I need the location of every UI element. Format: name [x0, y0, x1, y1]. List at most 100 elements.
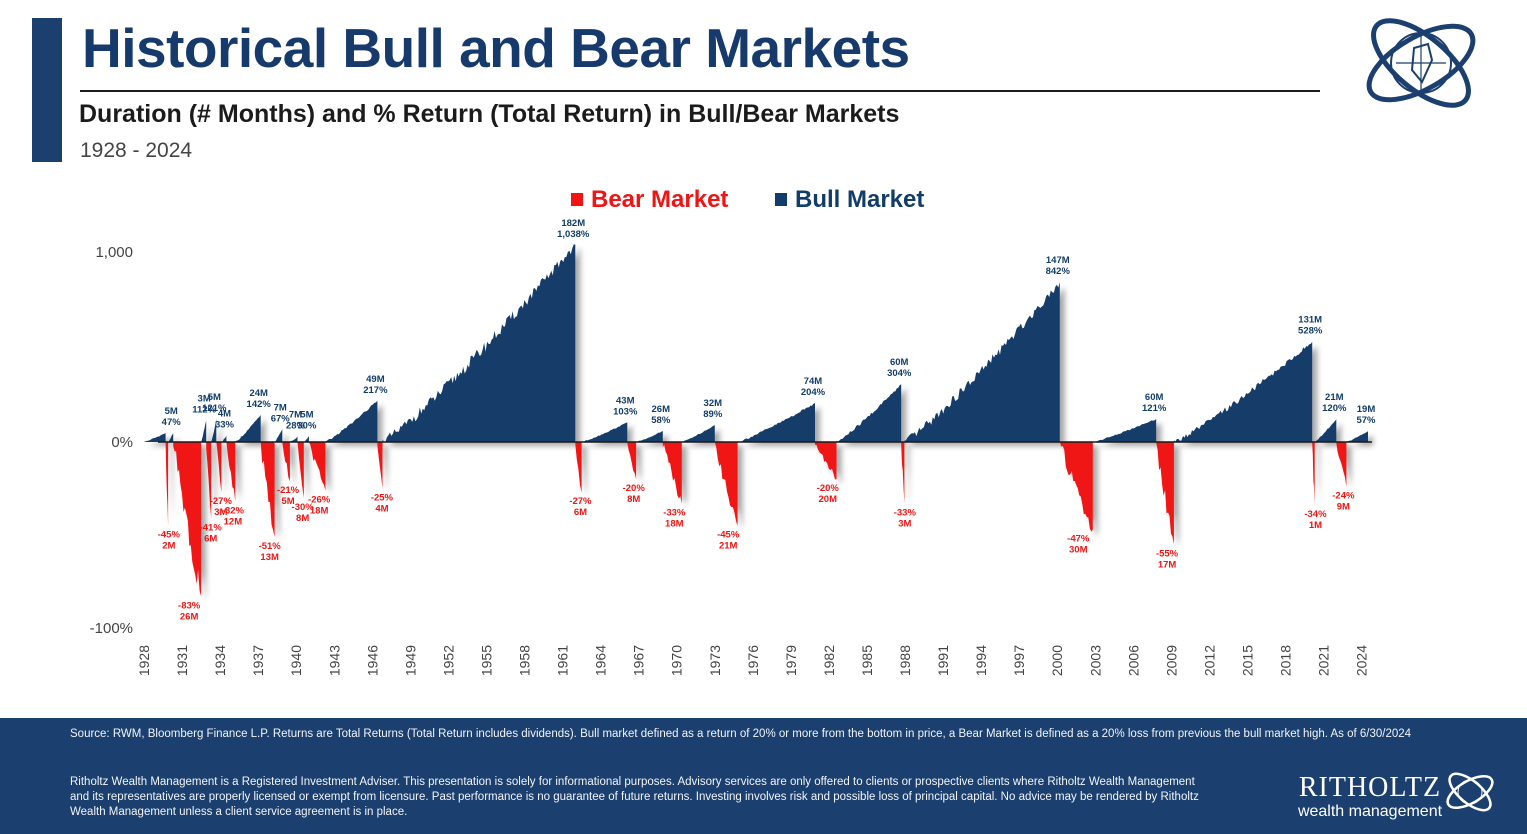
bear-market-area: [173, 442, 202, 597]
bull-market-area: [144, 433, 166, 442]
bear-duration-label: 8M: [296, 513, 309, 524]
x-tick-label: 1937: [250, 645, 266, 676]
date-range: 1928 - 2024: [80, 139, 193, 162]
bull-return-label: 33%: [215, 420, 235, 431]
bear-return-label: -45%: [158, 530, 181, 541]
x-tick-label: 1934: [212, 645, 228, 676]
x-tick-label: 1994: [973, 645, 989, 676]
x-tick-label: 1955: [479, 645, 495, 676]
x-tick-label: 2009: [1163, 645, 1179, 676]
x-tick-label: 1982: [821, 645, 837, 676]
footer: Source: RWM, Bloomberg Finance L.P. Retu…: [0, 718, 1527, 834]
bear-return-label: -32%: [222, 506, 245, 517]
brand-subtitle: wealth management: [1297, 803, 1443, 820]
bull-market-area: [303, 436, 309, 442]
x-tick-label: 1979: [783, 645, 799, 676]
bull-return-label: 142%: [247, 399, 272, 410]
bear-market-area: [297, 442, 304, 498]
y-tick-label: -100%: [90, 620, 133, 637]
x-tick-label: 1964: [593, 645, 609, 676]
x-tick-label: 1946: [364, 645, 380, 676]
title-divider: [80, 90, 1320, 92]
bull-duration-label: 32M: [704, 398, 723, 409]
x-tick-label: 2003: [1087, 645, 1103, 676]
bear-duration-label: 8M: [627, 494, 640, 505]
bull-market-area: [382, 244, 576, 442]
x-tick-label: 1928: [136, 645, 152, 676]
x-tick-label: 2012: [1202, 645, 1218, 676]
bear-duration-label: 2M: [162, 541, 175, 552]
bull-market-area: [168, 433, 174, 442]
bull-market-area: [636, 431, 663, 442]
bull-market-area: [211, 419, 217, 442]
bull-duration-label: 5M: [300, 409, 313, 420]
bull-duration-label: 7M: [274, 402, 287, 413]
bear-duration-label: 5M: [281, 496, 294, 507]
brand-globe-icon: [1446, 772, 1494, 812]
bear-return-label: -25%: [371, 493, 394, 504]
bull-duration-label: 60M: [1145, 392, 1164, 403]
bear-duration-label: 3M: [214, 507, 227, 518]
bear-return-label: -45%: [717, 530, 740, 541]
bear-market-area: [1059, 442, 1093, 532]
bull-return-label: 30%: [297, 420, 317, 431]
bear-return-label: -33%: [663, 507, 686, 518]
bear-market-area: [226, 442, 236, 502]
bull-return-label: 1,038%: [557, 229, 590, 240]
bull-market-area: [904, 282, 1060, 442]
bear-market-area: [308, 442, 326, 491]
bear-return-label: -24%: [1332, 491, 1355, 502]
bull-return-label: 842%: [1046, 266, 1071, 277]
bull-market-area: [289, 436, 298, 442]
bull-return-label: 57%: [1356, 415, 1376, 426]
x-tick-label: 1949: [402, 645, 418, 676]
bear-return-label: -41%: [200, 522, 223, 533]
bear-return-label: -51%: [259, 541, 282, 552]
bear-return-label: -83%: [178, 600, 201, 611]
bear-market-area: [282, 442, 290, 482]
y-axis: 1,000 0% -100%: [90, 244, 133, 637]
bear-return-label: -27%: [569, 496, 592, 507]
y-tick-label: 0%: [111, 434, 133, 451]
bear-duration-label: 3M: [898, 518, 911, 529]
bear-market-area: [575, 442, 582, 493]
legend-swatch-bear: [571, 193, 583, 206]
bull-duration-label: 131M: [1298, 315, 1322, 326]
bear-market-area: [1336, 442, 1347, 487]
bear-duration-label: 17M: [1158, 559, 1177, 570]
bear-market-area: [206, 442, 212, 519]
bull-duration-label: 4M: [218, 409, 231, 420]
bear-return-label: -26%: [308, 494, 331, 505]
x-tick-label: 1991: [935, 645, 951, 676]
legend-label-bull: Bull Market: [795, 186, 924, 213]
y-tick-label: 1,000: [95, 244, 133, 261]
x-tick-label: 1952: [440, 645, 456, 676]
bull-return-label: 217%: [363, 385, 388, 396]
bull-duration-label: 21M: [1325, 392, 1344, 403]
x-tick-label: 1961: [555, 645, 571, 676]
bear-market-area: [1156, 442, 1174, 545]
legend-label-bear: Bear Market: [591, 186, 728, 213]
bear-duration-label: 26M: [180, 611, 199, 622]
title-accent-bar: [32, 18, 62, 162]
bull-duration-label: 49M: [366, 374, 385, 385]
bear-market-area: [216, 442, 222, 493]
x-tick-label: 2021: [1316, 645, 1332, 676]
bear-return-label: -47%: [1067, 533, 1090, 544]
bull-duration-label: 182M: [561, 218, 585, 229]
bull-market-area: [1173, 341, 1313, 442]
x-tick-label: 1973: [707, 645, 723, 676]
bear-duration-label: 4M: [375, 504, 388, 515]
bear-duration-label: 9M: [1337, 502, 1350, 513]
bull-market-area: [274, 429, 283, 442]
bull-duration-label: 26M: [652, 404, 671, 415]
bear-duration-label: 18M: [310, 505, 329, 516]
x-tick-label: 2006: [1125, 645, 1141, 676]
globe-compass-logo-icon: [1366, 18, 1476, 108]
x-tick-label: 1976: [745, 645, 761, 676]
bear-duration-label: 30M: [1069, 544, 1088, 555]
bull-return-label: 103%: [613, 406, 638, 417]
bull-duration-label: 7M: [289, 410, 302, 421]
bull-duration-label: 5M: [208, 392, 221, 403]
bear-market-area: [377, 442, 383, 489]
